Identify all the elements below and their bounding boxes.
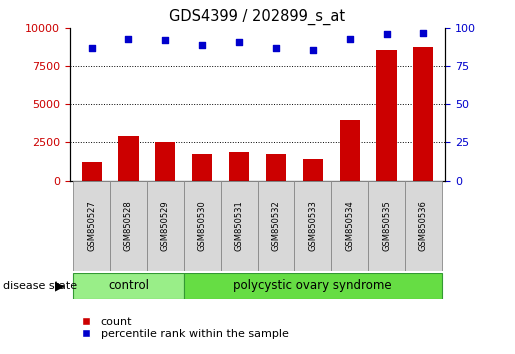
Point xyxy=(272,45,280,51)
Bar xyxy=(155,143,176,181)
Bar xyxy=(258,181,295,271)
Point xyxy=(382,32,390,37)
Bar xyxy=(229,152,249,181)
Bar xyxy=(147,181,184,271)
Text: GSM850528: GSM850528 xyxy=(124,200,133,251)
Point xyxy=(419,30,427,36)
Bar xyxy=(368,181,405,271)
Text: GSM850532: GSM850532 xyxy=(271,200,281,251)
Bar xyxy=(220,181,258,271)
Text: GSM850535: GSM850535 xyxy=(382,200,391,251)
Text: GDS4399 / 202899_s_at: GDS4399 / 202899_s_at xyxy=(169,9,346,25)
Bar xyxy=(73,181,110,271)
Bar xyxy=(339,120,360,181)
Text: GSM850527: GSM850527 xyxy=(87,200,96,251)
Bar xyxy=(405,181,442,271)
Text: GSM850530: GSM850530 xyxy=(198,200,207,251)
Point xyxy=(161,38,169,43)
Bar xyxy=(73,273,184,299)
Bar xyxy=(81,162,102,181)
Text: GSM850533: GSM850533 xyxy=(308,200,317,251)
Point xyxy=(198,42,207,48)
Text: disease state: disease state xyxy=(3,281,77,291)
Bar xyxy=(376,50,397,181)
Text: ▶: ▶ xyxy=(56,279,65,292)
Point xyxy=(88,45,96,51)
Bar xyxy=(413,47,434,181)
Text: GSM850536: GSM850536 xyxy=(419,200,428,251)
Text: control: control xyxy=(108,279,149,292)
Point xyxy=(125,36,133,42)
Bar xyxy=(295,181,331,271)
Text: GSM850531: GSM850531 xyxy=(234,200,244,251)
Point xyxy=(346,36,354,42)
Bar xyxy=(184,181,220,271)
Bar xyxy=(331,181,368,271)
Bar xyxy=(118,136,139,181)
Point xyxy=(235,39,243,45)
Bar xyxy=(184,273,442,299)
Bar xyxy=(192,154,212,181)
Legend: count, percentile rank within the sample: count, percentile rank within the sample xyxy=(75,317,288,339)
Bar xyxy=(266,154,286,181)
Point xyxy=(308,47,317,52)
Text: GSM850534: GSM850534 xyxy=(345,200,354,251)
Bar xyxy=(303,159,323,181)
Text: GSM850529: GSM850529 xyxy=(161,200,170,251)
Text: polycystic ovary syndrome: polycystic ovary syndrome xyxy=(233,279,392,292)
Bar xyxy=(110,181,147,271)
